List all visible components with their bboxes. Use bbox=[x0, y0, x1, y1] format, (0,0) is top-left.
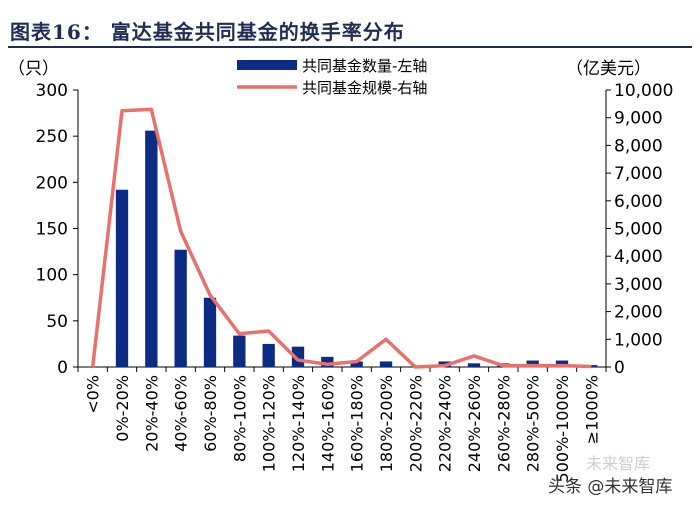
line-series bbox=[90, 107, 592, 369]
bar bbox=[379, 361, 393, 367]
x-tick-label: <0% bbox=[84, 375, 103, 414]
right-tick-label: 2,000 bbox=[614, 303, 663, 323]
watermark-text: 头条 @未来智库 bbox=[548, 477, 673, 497]
left-tick-label: 150 bbox=[36, 220, 68, 240]
turnover-chart: 0 50 100 150 200 250 300 0 1,000 2,000 3,000 4,000 5… bbox=[8, 57, 673, 482]
x-tick-label: 140%-160% bbox=[318, 375, 337, 472]
figure-title: 图表16： 富达基金共同基金的换手率分布 bbox=[10, 20, 405, 44]
watermark-logo: 未来智库 bbox=[586, 454, 651, 473]
bar bbox=[174, 249, 187, 367]
legend-line-label: 共同基金规模-右轴 bbox=[302, 79, 427, 97]
x-tick-label: 260%-280% bbox=[494, 375, 513, 472]
bar bbox=[203, 297, 217, 367]
right-tick-label: 4,000 bbox=[614, 247, 663, 267]
right-tick-label: 1,000 bbox=[614, 330, 663, 350]
x-tick-label: 500%-1000% bbox=[553, 375, 572, 482]
right-axis-unit: （亿美元） bbox=[566, 59, 651, 79]
left-tick-label: 0 bbox=[57, 358, 68, 378]
left-tick-label: 300 bbox=[36, 81, 68, 101]
left-axis-unit: （只） bbox=[8, 59, 59, 79]
left-tick-label: 250 bbox=[36, 127, 68, 147]
x-tick-label: 0%-20% bbox=[113, 375, 132, 442]
x-tick-label: 20%-40% bbox=[142, 375, 161, 452]
right-tick-label: 6,000 bbox=[614, 192, 663, 212]
x-tick-label: ≥1000% bbox=[582, 375, 601, 444]
x-tick-label: 120%-140% bbox=[289, 375, 308, 472]
right-tick-label: 3,000 bbox=[614, 275, 663, 295]
bar bbox=[115, 189, 129, 367]
bar bbox=[467, 363, 481, 367]
x-tick-label: 40%-60% bbox=[172, 375, 191, 452]
bar bbox=[262, 343, 275, 367]
legend-bar-label: 共同基金数量-左轴 bbox=[302, 57, 427, 75]
bar bbox=[526, 360, 539, 367]
bar bbox=[350, 361, 363, 367]
right-tick-label: 5,000 bbox=[614, 220, 663, 240]
right-tick-label: 9,000 bbox=[614, 109, 663, 129]
x-tick-label: 100%-120% bbox=[260, 375, 279, 472]
x-tick-label: 80%-100% bbox=[230, 375, 249, 462]
title-underline bbox=[8, 46, 692, 48]
right-tick-label: 0 bbox=[614, 358, 625, 378]
bar bbox=[555, 360, 569, 367]
x-tick-label: 180%-200% bbox=[377, 375, 396, 472]
bar-series bbox=[115, 130, 598, 367]
right-tick-label: 10,000 bbox=[614, 81, 673, 101]
right-tick-label: 7,000 bbox=[614, 164, 663, 184]
left-tick-label: 200 bbox=[36, 173, 68, 193]
legend-bar-swatch bbox=[237, 60, 297, 70]
x-tick-label: 160%-180% bbox=[348, 375, 367, 472]
x-tick-label: 240%-260% bbox=[465, 375, 484, 472]
bar bbox=[321, 356, 334, 367]
bar bbox=[145, 130, 158, 367]
right-tick-label: 8,000 bbox=[614, 136, 663, 156]
report-header: 图表16： 富达基金共同基金的换手率分布 bbox=[0, 0, 700, 48]
x-tick-label: 220%-240% bbox=[436, 375, 455, 472]
bar bbox=[233, 335, 246, 367]
x-tick-label: 280%-500% bbox=[524, 375, 543, 472]
left-tick-label: 50 bbox=[46, 312, 68, 332]
left-tick-label: 100 bbox=[36, 266, 68, 286]
x-tick-label: 200%-220% bbox=[406, 375, 425, 472]
series-line bbox=[90, 107, 592, 369]
x-tick-label: 60%-80% bbox=[201, 375, 220, 452]
chart-axes: 0 50 100 150 200 250 300 0 1,000 2,000 3,000 4,000 5… bbox=[8, 59, 673, 482]
